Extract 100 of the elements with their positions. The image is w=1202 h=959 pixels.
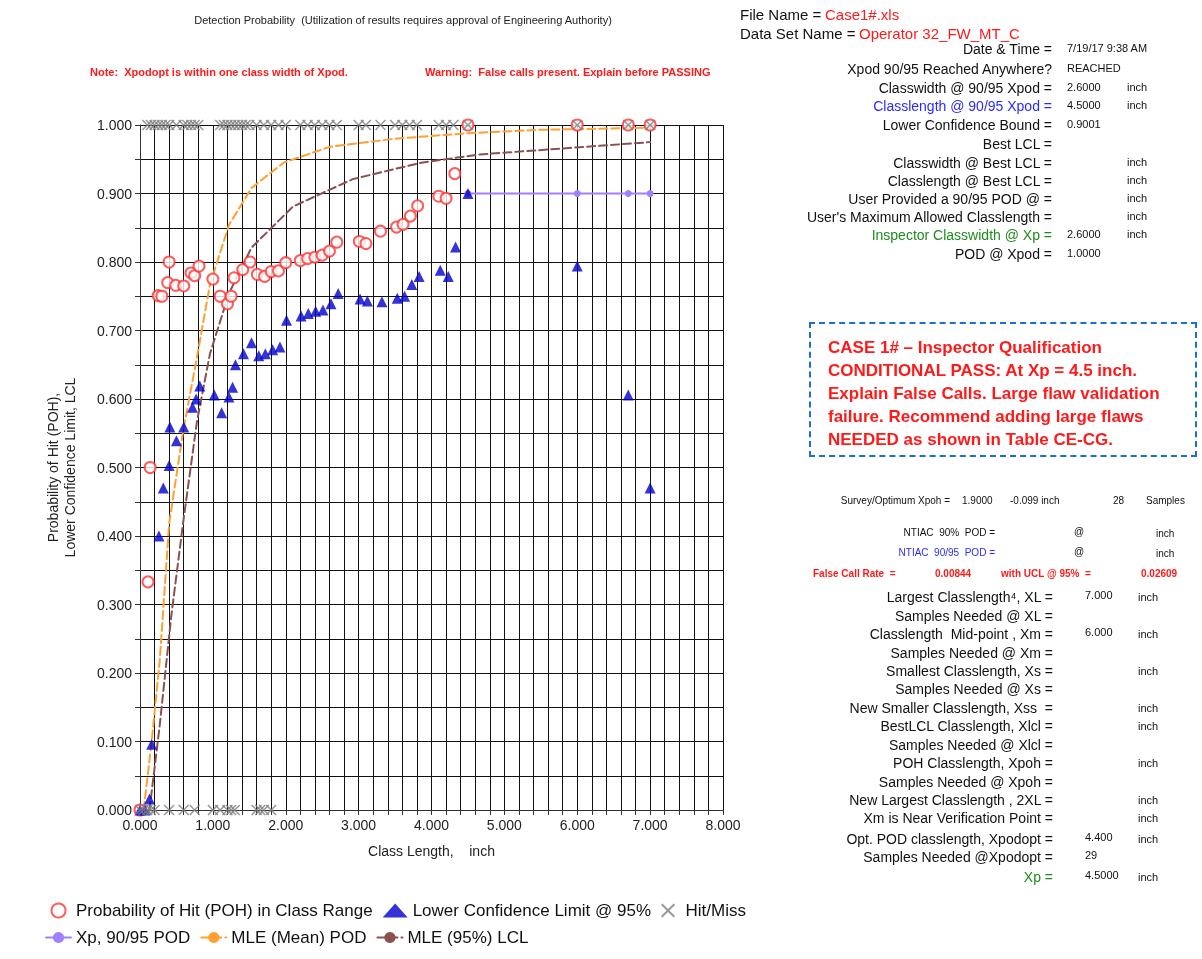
chart-title: Detection Probability (Utilization of results requires approval of Engineering Authority)	[194, 13, 612, 26]
text: New Largest Classlength , 2XL =	[849, 792, 1053, 809]
x-tick-label: 0.000	[122, 817, 158, 833]
text: Best LCL =	[982, 136, 1052, 153]
text: 0.02609	[1141, 567, 1178, 579]
text: POH Classlength, Xpoh =	[893, 755, 1053, 772]
text: inch	[1156, 547, 1175, 559]
y-tick-label: 0.700	[96, 322, 133, 339]
text: 1.9000	[962, 494, 993, 506]
text: Note: Xpodopt is within one class width of Xpod.	[90, 65, 348, 79]
text: inch	[1138, 832, 1159, 846]
x-tick-label: 5.000	[486, 817, 523, 833]
text: inch	[1127, 209, 1148, 223]
text: 1.0000	[1067, 246, 1101, 260]
text: with UCL @ 95% =	[1001, 567, 1091, 579]
y-tick-label: 0.800	[96, 254, 133, 270]
text: inch	[1138, 701, 1159, 715]
legend-label: Lower Confidence Limit @ 95%	[412, 901, 652, 920]
text: Xpod 90/95 Reached Anywhere?	[847, 61, 1052, 78]
text: Survey/Optimum Xpoh =	[840, 494, 950, 506]
text: File Name =	[740, 5, 822, 24]
text: 7/19/17 9:38 AM	[1067, 41, 1148, 55]
text: Samples	[1146, 494, 1185, 506]
legend-label: MLE (95%) LCL	[407, 928, 529, 947]
text: CASE 1# – Inspector Qualification CONDITIONAL PASS: At Xp = 4.5 inch. Explain False Calls. Large flaw validation failure. Recommend adding large flaws NEEDED as shown in Table CE-CG.	[828, 337, 1161, 451]
text: 28	[1113, 494, 1125, 506]
y-tick-label: 1.000	[96, 117, 133, 133]
text: inch	[1127, 191, 1148, 205]
text: Classwidth @ 90/95 Xpod =	[878, 80, 1052, 97]
text: inch	[1138, 627, 1159, 641]
text: Samples Needed @ Xs =	[895, 681, 1053, 698]
x-tick-label: 1.000	[195, 817, 231, 833]
text: inch	[1138, 664, 1159, 678]
text: inch	[1127, 227, 1148, 241]
text: 0.00844	[935, 567, 972, 579]
text: User's Maximum Allowed Classlength =	[806, 209, 1052, 226]
text: 0.9001	[1067, 117, 1101, 131]
text: -0.099 inch	[1010, 494, 1060, 506]
x-tick-label: 3.000	[341, 817, 377, 833]
text: inch	[1127, 98, 1148, 112]
text: inch	[1138, 719, 1159, 733]
x-tick-label: 4.000	[413, 817, 450, 833]
text: 29	[1085, 848, 1098, 862]
legend-label: MLE (Mean) POD	[231, 928, 367, 947]
text: Classlength Mid-point , Xm =	[869, 626, 1053, 643]
text: inch	[1138, 590, 1159, 604]
text: NTIAC 90% POD =	[903, 526, 995, 538]
x-tick-label: 6.000	[559, 817, 595, 833]
text: Samples Needed @ Xpoh =	[878, 774, 1053, 791]
text: inch	[1127, 173, 1148, 187]
text: 4.5000	[1085, 868, 1119, 882]
x-tick-label: 7.000	[632, 817, 668, 833]
text: BestLCL Classlength, Xlcl =	[880, 718, 1053, 735]
y-tick-label: 0.100	[96, 733, 133, 750]
text: inch	[1138, 870, 1159, 884]
text: Data Set Name =	[740, 24, 856, 43]
text: Warning: False calls present. Explain before PASSING	[425, 65, 711, 79]
text: User Provided a 90/95 POD @ =	[848, 191, 1052, 208]
text: Classlength @ Best LCL =	[887, 173, 1052, 190]
legend-label: Probability of Hit (POH) in Class Range	[76, 901, 373, 920]
y-tick-label: 0.900	[96, 185, 133, 202]
text: inch	[1138, 756, 1159, 770]
y-tick-label: 0.400	[96, 528, 133, 544]
text: REACHED	[1067, 61, 1121, 75]
text: Inspector Classwidth @ Xp =	[871, 227, 1052, 244]
text: 4.5000	[1067, 98, 1101, 112]
text: 7.000	[1085, 588, 1113, 602]
text: Classwidth @ Best LCL =	[893, 155, 1052, 172]
text: Operator 32_FW_MT_C	[859, 24, 1020, 43]
text: Xm is Near Verification Point =	[863, 810, 1053, 827]
text: Lower Confidence Bound =	[882, 117, 1052, 134]
text: Classlength @ 90/95 Xpod =	[873, 98, 1052, 115]
text: Samples Needed @ Xlcl =	[888, 737, 1053, 754]
text: @	[1074, 545, 1085, 557]
text: NTIAC 90/95 POD =	[898, 546, 995, 558]
y-tick-label: 0.600	[96, 391, 133, 407]
text: inch	[1156, 527, 1175, 539]
y-tick-label: 0.000	[96, 802, 133, 818]
text: New Smaller Classlength, Xss =	[849, 700, 1053, 717]
text: 2.6000	[1067, 80, 1101, 94]
legend-label: Xp, 90/95 POD	[76, 928, 191, 947]
text: Samples Needed @ XL =	[894, 608, 1053, 625]
y-axis-title: Probability of Hit (POH), Lower Confidence Limit, LCL	[44, 377, 78, 558]
y-tick-label: 0.200	[96, 665, 133, 681]
text: Opt. POD classlength, Xpodopt =	[846, 831, 1053, 848]
text: Samples Needed @ Xm =	[890, 645, 1053, 662]
x-tick-label: 2.000	[268, 817, 304, 833]
text: inch	[1127, 155, 1148, 169]
text: Date & Time =	[962, 41, 1052, 58]
text: inch	[1138, 811, 1159, 825]
text: 2.6000	[1067, 227, 1101, 241]
text: Largest Classlength⁴, XL =	[886, 589, 1053, 606]
x-tick-label: 8.000	[705, 817, 741, 833]
y-tick-label: 0.300	[96, 596, 133, 613]
text: @	[1074, 525, 1085, 537]
y-tick-label: 0.500	[96, 459, 133, 476]
text: Xp =	[1023, 869, 1053, 886]
text: Case1#.xls	[825, 5, 900, 24]
text: Smallest Classlength, Xs =	[886, 663, 1053, 680]
text: False Call Rate =	[813, 567, 896, 579]
